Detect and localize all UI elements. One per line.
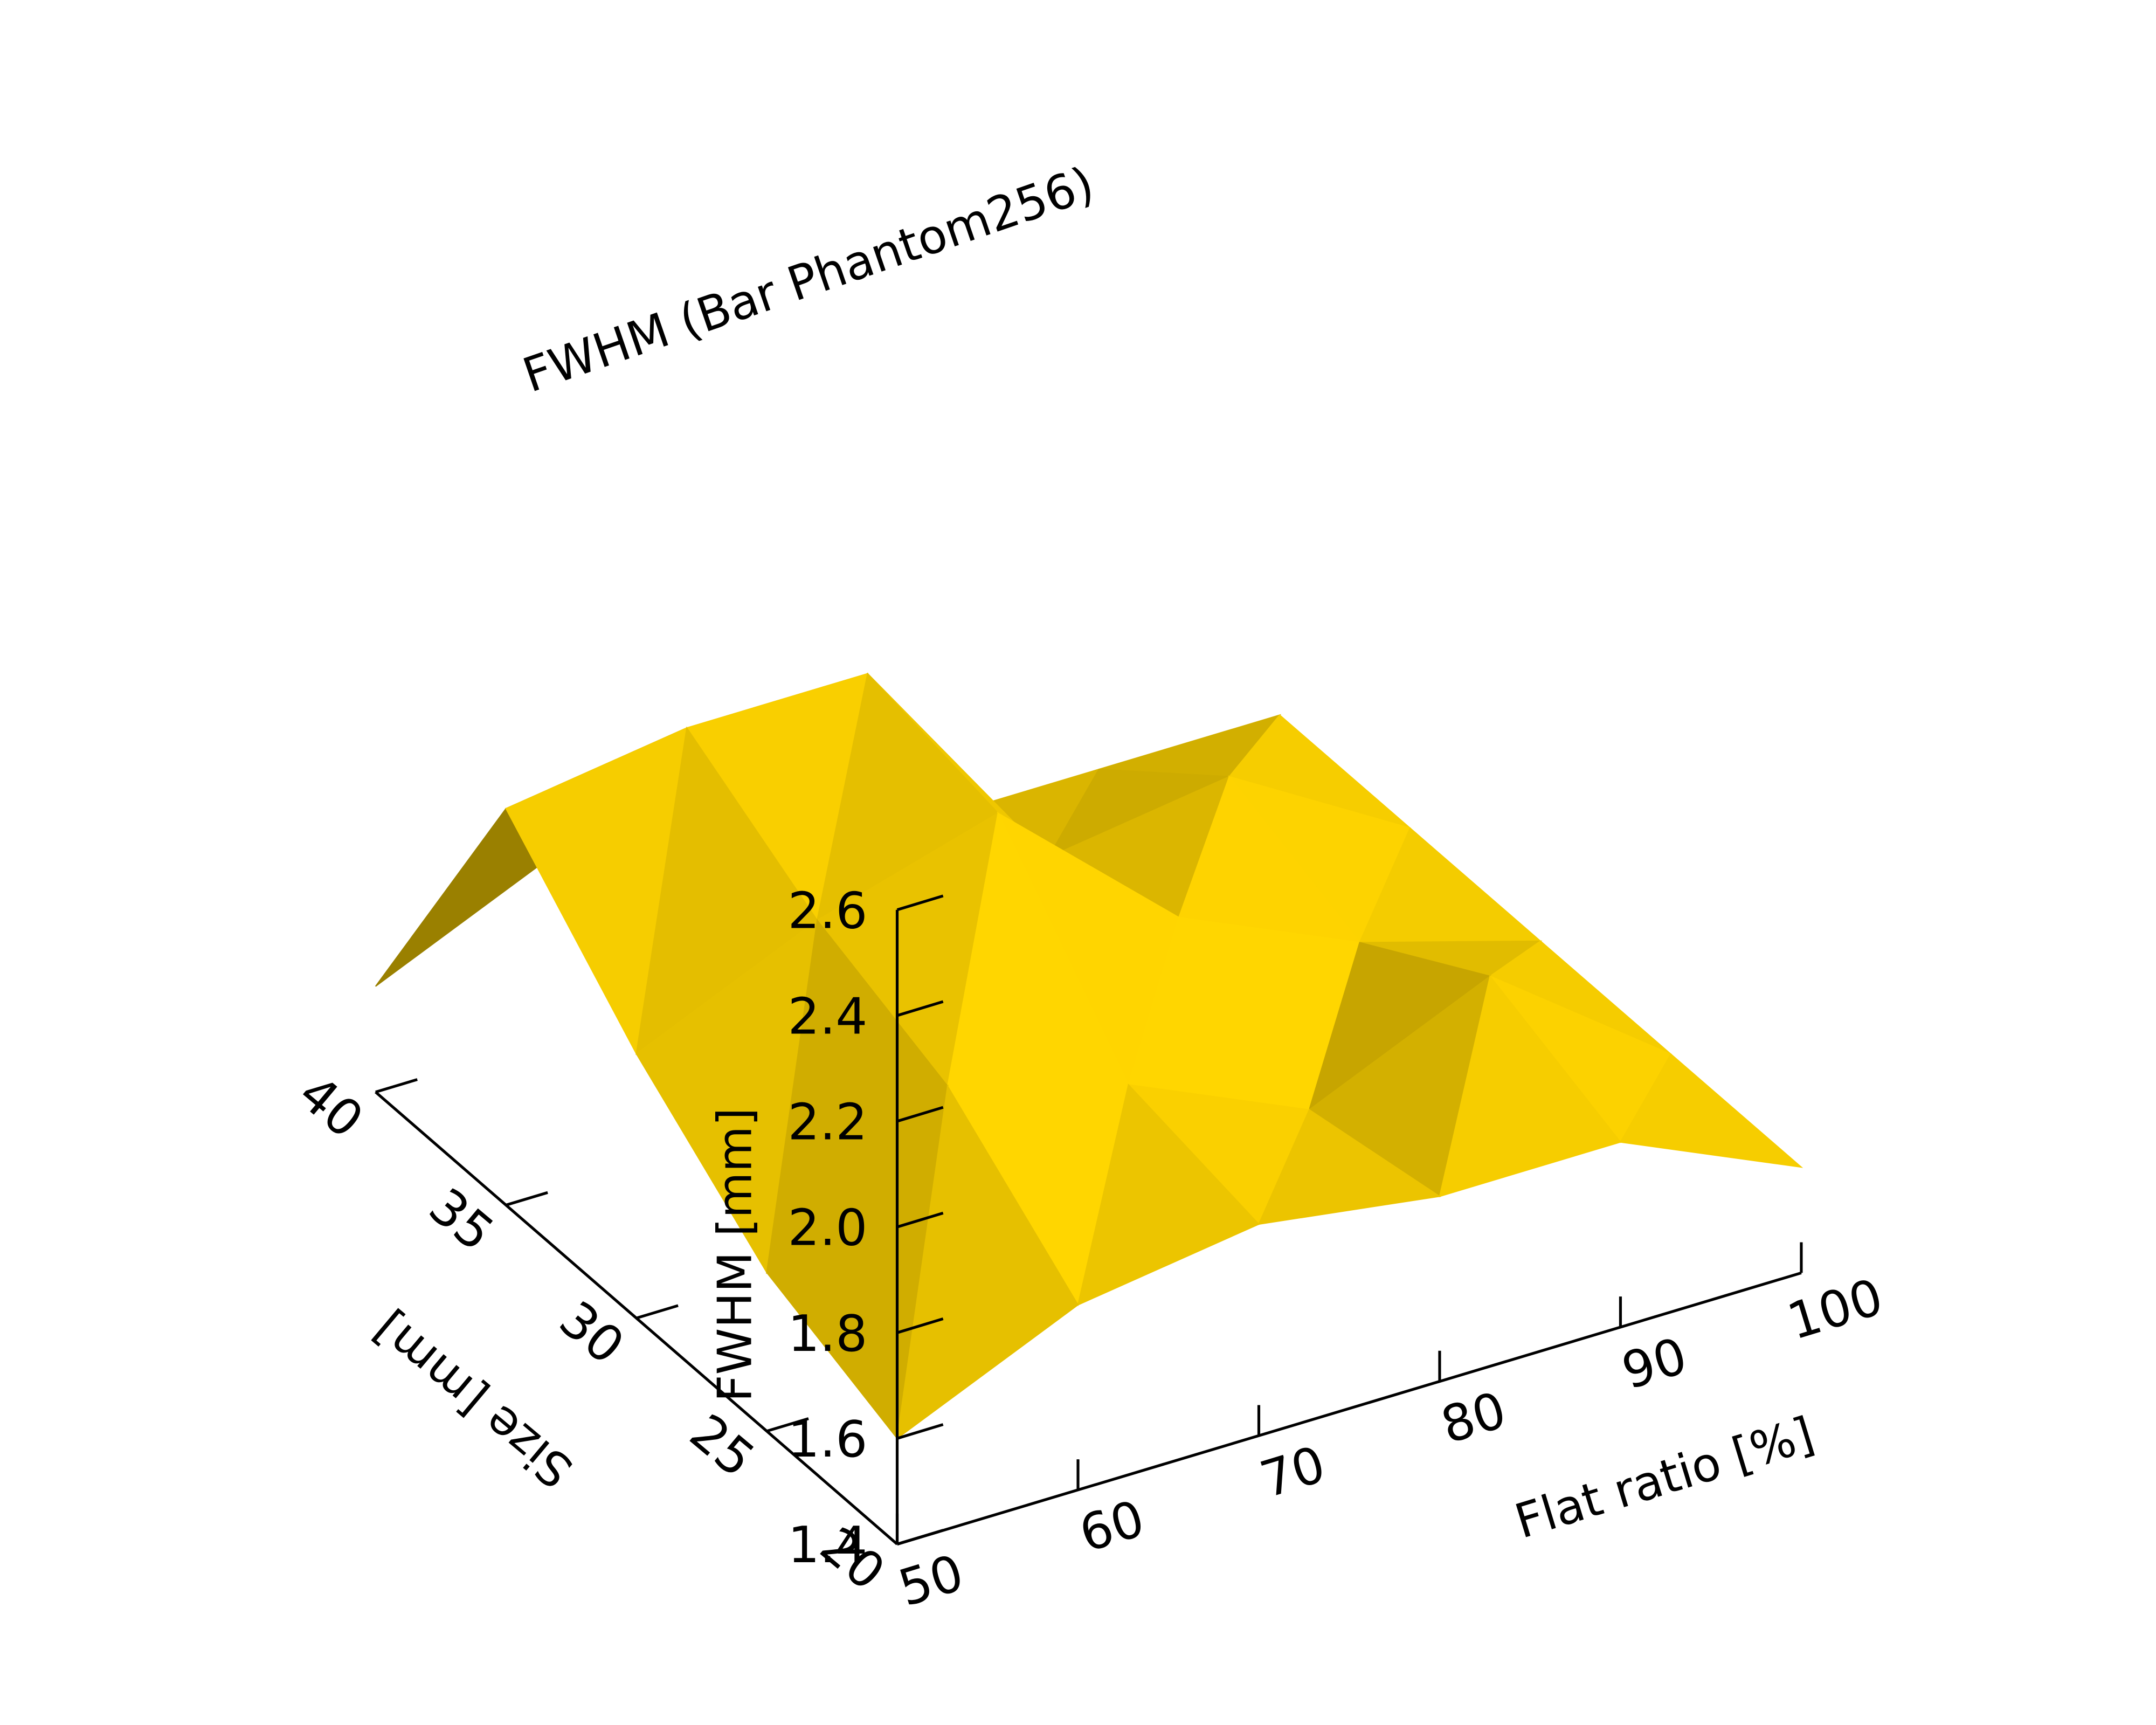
- z-tick-label: 2.4: [788, 987, 868, 1045]
- z-tick-label: 2.6: [788, 881, 868, 940]
- y-axis-title: Size [mm]: [363, 1301, 583, 1499]
- y-tick-label: 30: [549, 1290, 635, 1376]
- x-tick-label: 50: [892, 1543, 970, 1618]
- x-tick-label: 100: [1781, 1267, 1889, 1351]
- x-axis-title: Flat ratio [%]: [1509, 1406, 1820, 1549]
- z-tick: [896, 1211, 944, 1229]
- surface-facet: [896, 1084, 1079, 1440]
- y-tick-label: 40: [288, 1064, 374, 1150]
- x-tick-label: 60: [1073, 1489, 1151, 1563]
- y-tick: [505, 1191, 548, 1206]
- z-tick: [896, 1106, 944, 1123]
- surface-facet: [1257, 1109, 1441, 1225]
- surface-facet: [1439, 975, 1622, 1197]
- z-tick-label: 1.6: [788, 1410, 868, 1468]
- z-tick-label: 1.4: [788, 1516, 868, 1574]
- y-tick: [635, 1304, 679, 1320]
- y-tick-label: 25: [679, 1403, 765, 1489]
- z-tick: [896, 1317, 944, 1334]
- z-tick: [896, 1529, 944, 1545]
- y-tick-label: 35: [418, 1177, 505, 1262]
- x-tick-label: 80: [1435, 1381, 1513, 1455]
- z-tick: [896, 1000, 944, 1017]
- surface-facet: [1077, 1084, 1260, 1306]
- z-tick: [896, 1423, 944, 1440]
- z-tick-label: 2.2: [788, 1093, 868, 1151]
- y-axis: [375, 1091, 899, 1545]
- z-tick-label: 2.0: [788, 1199, 868, 1257]
- z-tick-label: 1.8: [788, 1305, 868, 1363]
- x-axis: [896, 1271, 1802, 1545]
- z-tick: [896, 894, 944, 912]
- surface-facet: [1619, 1053, 1803, 1168]
- y-tick: [766, 1417, 809, 1433]
- x-tick-label: 70: [1254, 1435, 1332, 1509]
- chart-title: FWHM (Bar Phantom256): [516, 156, 1101, 403]
- z-axis-title: FWHM [mm]: [708, 1108, 763, 1402]
- x-tick-label: 90: [1615, 1326, 1694, 1400]
- y-tick: [375, 1078, 418, 1094]
